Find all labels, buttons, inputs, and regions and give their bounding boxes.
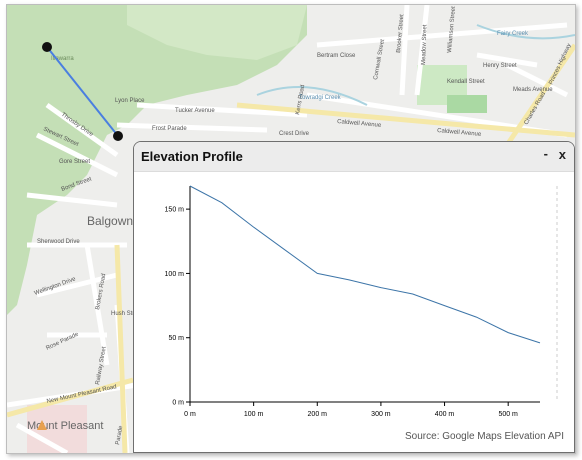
map-window: Bertram Close Cornwall Street Brooker St… [6, 4, 576, 454]
x-tick-label: 400 m [435, 411, 455, 418]
creek-label: Fairy Creek [497, 31, 529, 37]
street-label: Kerrs Road [295, 84, 306, 115]
y-tick-label: 100 m [165, 271, 185, 278]
forest-area-upper [127, 5, 307, 60]
x-tick-label: 200 m [308, 411, 328, 418]
street-label: Meads Avenue [513, 87, 553, 93]
suburb-label: Balgownie [87, 214, 143, 228]
y-tick-label: 50 m [168, 335, 184, 342]
panel-header: Elevation Profile - x [134, 142, 574, 172]
panel-title: Elevation Profile [141, 149, 243, 164]
street-label: Sherwood Drive [37, 239, 80, 245]
peak-icon [37, 420, 47, 430]
x-tick-label: 0 m [184, 411, 196, 418]
street-label: Tucker Avenue [175, 108, 215, 114]
main-roads [7, 43, 575, 453]
street-label: Caldwell Avenue [337, 119, 382, 129]
street-label: Gore Street [59, 159, 90, 165]
y-tick-label: 0 m [172, 400, 184, 407]
street-label: Caldwell Avenue [437, 128, 482, 138]
street-label: Frost Parade [152, 126, 187, 132]
path-start-marker[interactable] [42, 42, 52, 52]
creek-2 [476, 24, 575, 40]
suburb-label: Mount Pleasant [27, 420, 103, 432]
creek [256, 86, 368, 106]
street-label: Crest Drive [279, 131, 310, 137]
y-axis-ticks: 0 m 50 m 100 m 150 m [165, 207, 190, 407]
street-label: Meadow Street [421, 24, 428, 65]
x-tick-label: 500 m [498, 411, 518, 418]
x-tick-label: 100 m [244, 411, 264, 418]
street-label: Parade [115, 425, 124, 446]
street-label: Hush Street [111, 311, 143, 317]
forest-area [7, 5, 307, 315]
street-label: Brooker Street [396, 14, 405, 53]
minimize-button[interactable]: - [543, 146, 548, 161]
path-end-marker[interactable] [113, 131, 123, 141]
creek-label: Towradgi Creek [299, 95, 342, 101]
profile-path-line [46, 46, 119, 137]
street-label: Kendall Street [447, 79, 485, 85]
source-caption: Source: Google Maps Elevation API [405, 431, 564, 442]
street-label: Lyon Place [115, 98, 145, 104]
street-label: Williamson Street [447, 6, 457, 53]
chart-axes [189, 186, 540, 403]
street-label: Henry Street [483, 63, 517, 69]
x-axis-ticks: 0 m 100 m 200 m 300 m 400 m 500 m [184, 402, 518, 418]
close-button[interactable]: x [558, 147, 566, 162]
y-tick-label: 150 m [165, 207, 185, 214]
x-tick-label: 300 m [371, 411, 391, 418]
elevation-series-line [189, 185, 541, 344]
track-label: Illawarra [51, 56, 74, 62]
street-label: Bertram Close [317, 53, 356, 59]
sports-field [447, 95, 487, 113]
elevation-chart: 0 m 100 m 200 m 300 m 400 m 500 m 0 m 50 m 100 … [165, 185, 558, 418]
elevation-profile-panel: Elevation Profile - x 0 m 100 m 200 m 300 m… [133, 141, 575, 453]
